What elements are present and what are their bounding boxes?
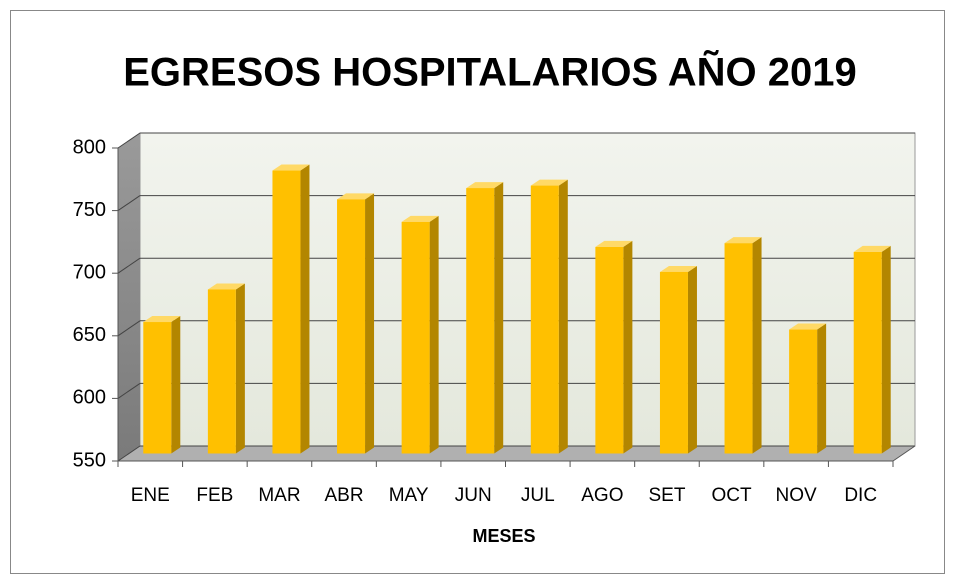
bar <box>595 246 624 454</box>
y-tick-label: 550 <box>73 449 106 471</box>
bar <box>337 199 366 454</box>
grid-line <box>117 445 141 462</box>
y-tick-label: 800 <box>73 136 106 158</box>
bar <box>272 170 301 454</box>
bar-side <box>558 179 568 454</box>
floor <box>118 446 915 461</box>
y-tick-label: 650 <box>73 324 106 346</box>
grid-line <box>117 195 141 212</box>
grid-line <box>117 382 141 399</box>
bar-top <box>272 164 310 171</box>
x-axis <box>892 445 916 462</box>
bar <box>466 188 495 454</box>
side-wall <box>118 133 140 461</box>
chart-title: EGRESOS HOSPITALARIOS AÑO 2019 <box>123 49 857 95</box>
x-tick-label: NOV <box>776 485 818 506</box>
y-tick-label: 700 <box>73 261 106 283</box>
x-tick-label: ENE <box>131 485 170 506</box>
bar-top <box>789 323 827 330</box>
bar-side <box>623 240 633 454</box>
bar-top <box>207 283 245 290</box>
bar-side <box>752 237 762 454</box>
bar-top <box>401 215 439 222</box>
bar-side <box>881 245 891 454</box>
bar <box>207 289 236 454</box>
bar-side <box>171 316 181 454</box>
bar-top <box>595 240 633 247</box>
bar-side <box>235 283 245 454</box>
bar-side <box>817 323 827 454</box>
grid-line <box>117 132 141 149</box>
x-tick-label: MAY <box>389 485 429 506</box>
bar-side <box>687 265 697 454</box>
x-tick-label: OCT <box>711 485 752 506</box>
x-tick-label: JUL <box>521 485 555 506</box>
bar <box>789 329 818 454</box>
bar-side <box>300 164 310 454</box>
x-tick-label: ABR <box>325 485 364 506</box>
bar-top <box>337 193 375 200</box>
bar <box>659 271 688 454</box>
x-tick-label: JUN <box>455 485 492 506</box>
bar-top <box>466 182 504 189</box>
bar <box>530 185 559 454</box>
bar <box>853 251 882 454</box>
x-axis-title: MESES <box>472 526 535 546</box>
bar-top <box>143 316 181 323</box>
x-tick-label: AGO <box>581 485 623 506</box>
bar <box>724 243 753 454</box>
bar-side <box>429 215 439 454</box>
bar-top <box>853 245 891 252</box>
bar <box>143 322 172 454</box>
bar-top <box>724 237 762 244</box>
bar <box>401 221 430 454</box>
x-tick-label: MAR <box>258 485 300 506</box>
bar-top <box>659 265 697 272</box>
x-tick-label: SET <box>648 485 685 506</box>
bar-side <box>494 182 504 454</box>
bar-top <box>530 179 568 186</box>
x-tick-label: DIC <box>844 485 877 506</box>
x-tick-label: FEB <box>196 485 233 506</box>
y-tick-label: 600 <box>73 387 106 409</box>
grid-line <box>117 320 141 337</box>
bar-side <box>365 193 375 454</box>
y-tick-label: 750 <box>73 199 106 221</box>
grid-line <box>117 257 141 274</box>
